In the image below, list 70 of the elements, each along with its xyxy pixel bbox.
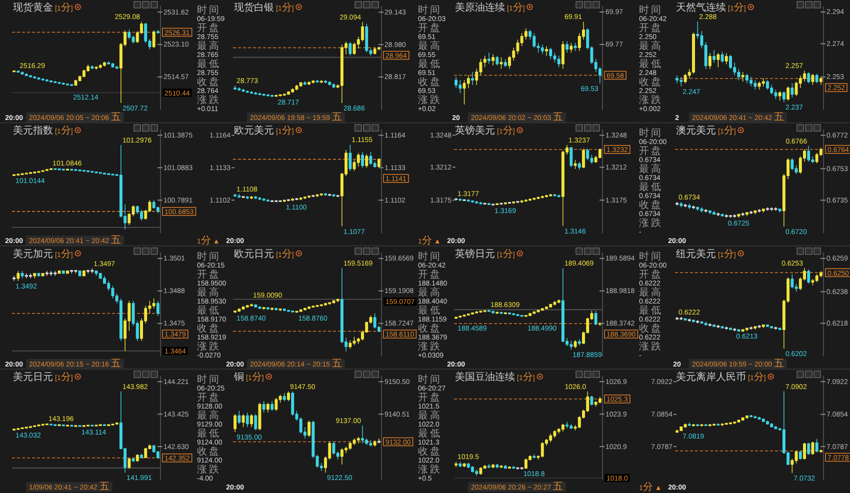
- chart-title: 美元离岸人民币: [676, 371, 746, 384]
- chart-title: 欧元日元: [234, 248, 274, 260]
- text: 开盘: [197, 392, 221, 404]
- text: 时间: [639, 250, 663, 262]
- text: 收盘: [418, 446, 442, 458]
- text: 最低: [418, 305, 442, 316]
- text: 涨跌: [197, 340, 221, 352]
- text: 时间: [639, 4, 663, 16]
- text: 涨跌: [418, 340, 442, 352]
- text: 最高: [418, 410, 442, 422]
- text: 最低: [418, 428, 442, 440]
- text: 最高: [418, 286, 442, 298]
- text: 开盘: [639, 145, 663, 158]
- chart-title: 美元加元: [13, 248, 53, 260]
- text: 最高: [418, 40, 442, 52]
- chart-title: 天然气连续: [676, 2, 726, 14]
- text: 时间: [418, 4, 442, 16]
- text: 开盘: [418, 392, 442, 404]
- text: 最低: [639, 305, 663, 316]
- text: 开盘: [197, 22, 221, 34]
- text: 开盘: [197, 268, 221, 280]
- text: 时间: [418, 374, 442, 386]
- text: 最低: [197, 428, 221, 440]
- text: 最低: [418, 59, 442, 70]
- chart-title: 现货黄金: [13, 2, 53, 14]
- text: 时间: [639, 127, 663, 140]
- text: 收盘: [418, 76, 442, 88]
- chart-title: 英镑美元: [455, 124, 495, 137]
- text: 开盘: [418, 22, 442, 34]
- text: 最高: [639, 40, 663, 52]
- text: 最高: [639, 163, 663, 176]
- chart-title: 澳元美元: [676, 124, 716, 137]
- text: 最低: [639, 59, 663, 70]
- text: 时间: [418, 250, 442, 262]
- chart-title: 英镑日元: [455, 248, 495, 260]
- text: 收盘: [639, 76, 663, 88]
- text: 时间: [197, 4, 221, 16]
- text: 收盘: [197, 76, 221, 88]
- text: 最低: [197, 59, 221, 70]
- text: 最低: [197, 305, 221, 316]
- text: 涨跌: [418, 464, 442, 476]
- text: 涨跌: [197, 464, 221, 476]
- text: 涨跌: [639, 340, 663, 352]
- text: 收盘: [197, 446, 221, 458]
- text: 时间: [197, 250, 221, 262]
- text: 最低: [639, 182, 663, 194]
- chart-title: 纽元美元: [676, 248, 716, 260]
- text: 收盘: [639, 322, 663, 334]
- text: 时间: [197, 374, 221, 386]
- chart-title: 现货白银: [234, 2, 274, 14]
- text: 收盘: [639, 199, 663, 212]
- text: 涨跌: [639, 94, 663, 106]
- text: 开盘: [639, 268, 663, 280]
- chart-title: 美原油连续: [455, 2, 505, 14]
- text: 涨跌: [197, 94, 221, 106]
- text: 涨跌: [418, 94, 442, 106]
- chart-title: 美元指数: [13, 124, 53, 137]
- chart-title: 美国豆油连续: [455, 371, 515, 384]
- chart-title: 欧元美元: [234, 124, 274, 137]
- text: 最高: [197, 40, 221, 52]
- chart-title: 美元日元: [13, 371, 53, 384]
- chart-title: 铜: [233, 372, 244, 384]
- text: 收盘: [418, 322, 442, 334]
- text: 最高: [639, 286, 663, 298]
- text: 最高: [197, 410, 221, 422]
- text: 开盘: [418, 268, 442, 280]
- text: 收盘: [197, 322, 221, 334]
- text: 最高: [197, 286, 221, 298]
- text: 涨跌: [639, 217, 663, 230]
- text: 开盘: [639, 22, 663, 34]
